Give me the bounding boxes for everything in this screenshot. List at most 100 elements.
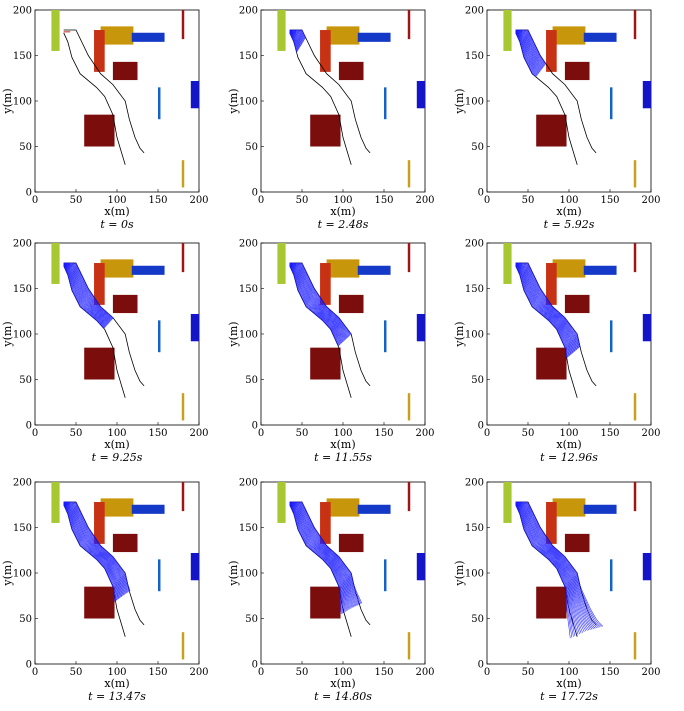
prediction-line: [515, 264, 573, 354]
prediction-bundle: [289, 501, 363, 615]
prediction-line: [63, 264, 109, 324]
prediction-line: [515, 264, 573, 354]
prediction-line: [515, 264, 572, 355]
x-tick-label: 100: [559, 667, 578, 678]
prediction-line: [63, 263, 113, 320]
obstacle-blue-bar: [357, 504, 391, 514]
prediction-line: [515, 32, 538, 76]
prediction-bundle: [63, 501, 131, 602]
prediction-line: [63, 501, 131, 591]
prediction-line: [289, 263, 347, 340]
y-tick-label: 150: [239, 523, 258, 534]
prediction-line: [63, 262, 114, 319]
y-tick-label: 0: [26, 421, 32, 432]
prediction-line: [289, 502, 354, 608]
prediction-line: [515, 265, 569, 358]
x-tick-label: 0: [484, 195, 490, 206]
prediction-line: [515, 504, 571, 639]
prediction-line: [515, 265, 568, 359]
y-tick-label: 150: [465, 284, 484, 295]
x-tick-label: 50: [296, 195, 309, 206]
time-caption: t = 2.48s: [318, 218, 369, 231]
prediction-bundle: [515, 262, 581, 359]
prediction-line: [289, 31, 302, 46]
prediction-line: [289, 265, 340, 346]
x-tick-label: 150: [374, 195, 393, 206]
y-tick-label: 50: [471, 142, 484, 153]
obstacle-gold-pole: [181, 393, 185, 421]
prediction-line: [515, 32, 537, 78]
obstacle-lime-bar: [277, 10, 286, 51]
obstacle-blue-pole: [158, 320, 161, 353]
prediction-line: [289, 503, 349, 611]
y-axis-label: y(m): [227, 321, 240, 347]
prediction-line: [515, 503, 582, 634]
y-tick-label: 100: [465, 569, 484, 580]
x-tick-label: 150: [600, 195, 619, 206]
obstacle-maroon-large: [84, 114, 115, 147]
prediction-line: [289, 502, 361, 605]
panel-2: 0 50 100 150 200 0 50 100 150 200 x(m) y(m) t = 2.48…: [227, 6, 435, 232]
prediction-line: [515, 30, 542, 70]
obstacle-blue-pole: [610, 320, 613, 353]
prediction-line: [63, 263, 112, 321]
prediction-line: [63, 264, 108, 326]
time-caption: t = 5.92s: [544, 218, 595, 231]
obstacle-blue-bar: [131, 504, 165, 514]
obstacle-orange-red-block: [94, 30, 105, 72]
obstacle-orange-red-block: [546, 30, 557, 72]
obstacle-maroon-small: [338, 61, 364, 81]
plot-area: [51, 482, 199, 660]
obstacle-red-pole: [181, 482, 185, 512]
prediction-line: [515, 502, 596, 629]
prediction-line: [515, 504, 577, 636]
y-tick-label: 150: [465, 523, 484, 534]
obstacle-maroon-small: [112, 294, 138, 314]
y-axis-label: y(m): [453, 88, 466, 114]
y-axis-label: y(m): [1, 88, 14, 114]
obstacle-blue-right-block: [190, 552, 199, 581]
x-tick-label: 0: [32, 428, 38, 439]
x-tick-label: 50: [70, 428, 83, 439]
obstacle-gold-block: [552, 26, 586, 45]
prediction-bundle: [515, 29, 547, 78]
y-tick-label: 50: [19, 142, 32, 153]
prediction-bundle: [515, 501, 604, 639]
prediction-line: [63, 503, 123, 597]
y-tick-label: 200: [13, 6, 32, 17]
x-axis-label: x(m): [330, 205, 355, 218]
prediction-line: [63, 502, 126, 595]
prediction-line: [63, 263, 111, 323]
x-tick-label: 0: [258, 667, 264, 678]
x-tick-label: 200: [189, 667, 208, 678]
y-axis-label: y(m): [453, 560, 466, 586]
prediction-line: [63, 504, 116, 602]
prediction-line: [63, 263, 110, 323]
x-tick-label: 0: [258, 195, 264, 206]
x-tick-label: 100: [107, 428, 126, 439]
obstacle-blue-pole: [610, 87, 613, 120]
prediction-line: [515, 30, 546, 66]
prediction-line: [63, 265, 105, 329]
obstacle-maroon-small: [338, 533, 364, 553]
obstacle-maroon-small: [338, 294, 364, 314]
obstacle-blue-pole: [384, 320, 387, 353]
obstacle-blue-right-block: [416, 552, 425, 581]
prediction-line: [63, 265, 106, 328]
prediction-line: [63, 263, 112, 321]
obstacle-red-pole: [633, 10, 637, 40]
prediction-line: [515, 263, 578, 350]
y-tick-label: 100: [465, 330, 484, 341]
x-axis-label: x(m): [104, 205, 129, 218]
obstacle-maroon-small: [112, 533, 138, 553]
prediction-line: [515, 503, 588, 631]
obstacle-gold-pole: [407, 632, 411, 660]
obstacle-orange-red-block: [320, 502, 331, 544]
prediction-line: [289, 264, 345, 341]
y-tick-label: 200: [13, 239, 32, 250]
prediction-line: [515, 504, 576, 637]
prediction-line: [289, 262, 352, 335]
prediction-line: [515, 262, 580, 348]
prediction-line: [289, 264, 343, 344]
prediction-line: [515, 502, 597, 629]
